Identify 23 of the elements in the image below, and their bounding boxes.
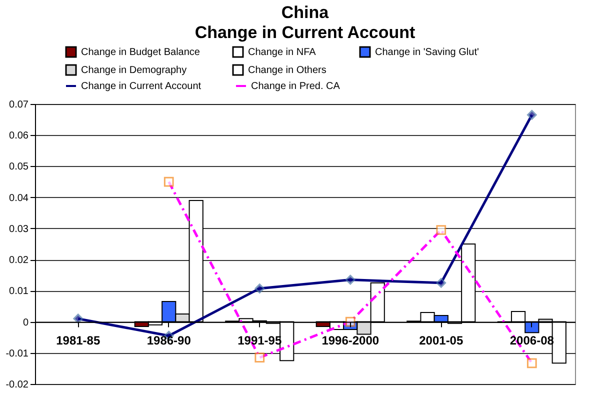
legend-label: Change in Current Account <box>81 81 202 92</box>
x-tick-label: 1986-90 <box>146 333 192 348</box>
y-tick-label: 0.02 <box>9 255 29 266</box>
y-tick-label: 0 <box>22 317 29 328</box>
legend-label: Change in 'Saving Glut' <box>375 47 479 58</box>
y-tick-label: 0.04 <box>9 192 29 204</box>
x-tick-label: 1996-2000 <box>322 333 380 348</box>
y-tick-label: 0.06 <box>9 130 29 142</box>
y-tick-label: -0.01 <box>6 348 29 360</box>
chart-subtitle: Change in Current Account <box>194 23 416 42</box>
y-tick-label: 0.01 <box>9 286 29 298</box>
chart-title: China <box>281 3 330 22</box>
legend-label: Change in NFA <box>248 47 316 58</box>
x-tick-label: 2001-05 <box>419 333 464 348</box>
y-tick-label: -0.02 <box>6 380 29 390</box>
x-tick-label: 1981-85 <box>56 333 100 348</box>
legend-label: Change in Demography <box>81 65 187 76</box>
legend-label: Change in Budget Balance <box>81 47 200 58</box>
y-tick-label: 0.03 <box>9 224 29 235</box>
y-tick-label: 0.05 <box>9 162 29 173</box>
legend-label: Change in Others <box>248 65 326 76</box>
legend-label: Change in Pred. CA <box>251 81 340 92</box>
y-tick-label: 0.07 <box>9 100 29 110</box>
